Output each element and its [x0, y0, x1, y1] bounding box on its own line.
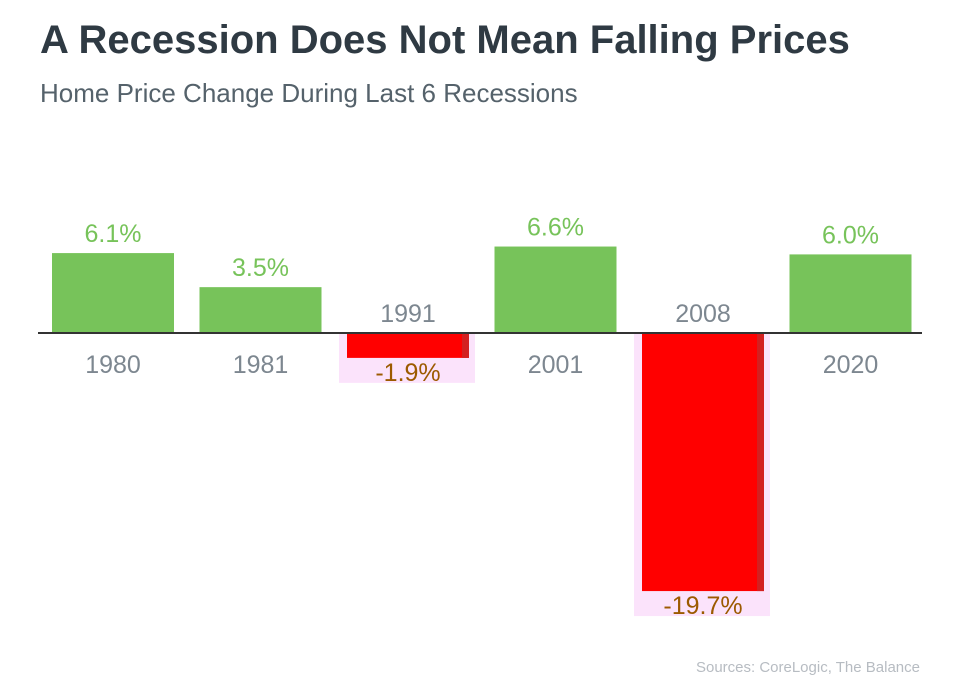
bar-2020	[789, 254, 912, 333]
bar-shade	[757, 333, 764, 592]
bar-2008	[642, 333, 764, 592]
value-label: 6.0%	[822, 221, 879, 249]
bar-1991	[347, 333, 469, 358]
value-label: -19.7%	[663, 592, 742, 620]
bar-shade	[462, 333, 469, 358]
category-label: 2008	[675, 300, 731, 328]
category-label: 1980	[85, 351, 141, 379]
category-label: 2020	[823, 351, 879, 379]
chart-subtitle: Home Price Change During Last 6 Recessio…	[40, 78, 578, 108]
bar-1980	[52, 253, 174, 333]
source-note: Sources: CoreLogic, The Balance	[695, 659, 920, 676]
value-label: 6.6%	[527, 214, 584, 242]
value-label: 6.1%	[85, 220, 142, 248]
category-label: 1991	[380, 300, 436, 328]
value-label: 3.5%	[232, 254, 289, 282]
category-label: 2001	[528, 351, 584, 379]
bar-2001	[494, 246, 617, 333]
category-label: 1981	[233, 351, 289, 379]
chart-title: A Recession Does Not Mean Falling Prices	[40, 18, 850, 62]
value-label: -1.9%	[375, 359, 440, 387]
bar-1981	[199, 287, 322, 333]
